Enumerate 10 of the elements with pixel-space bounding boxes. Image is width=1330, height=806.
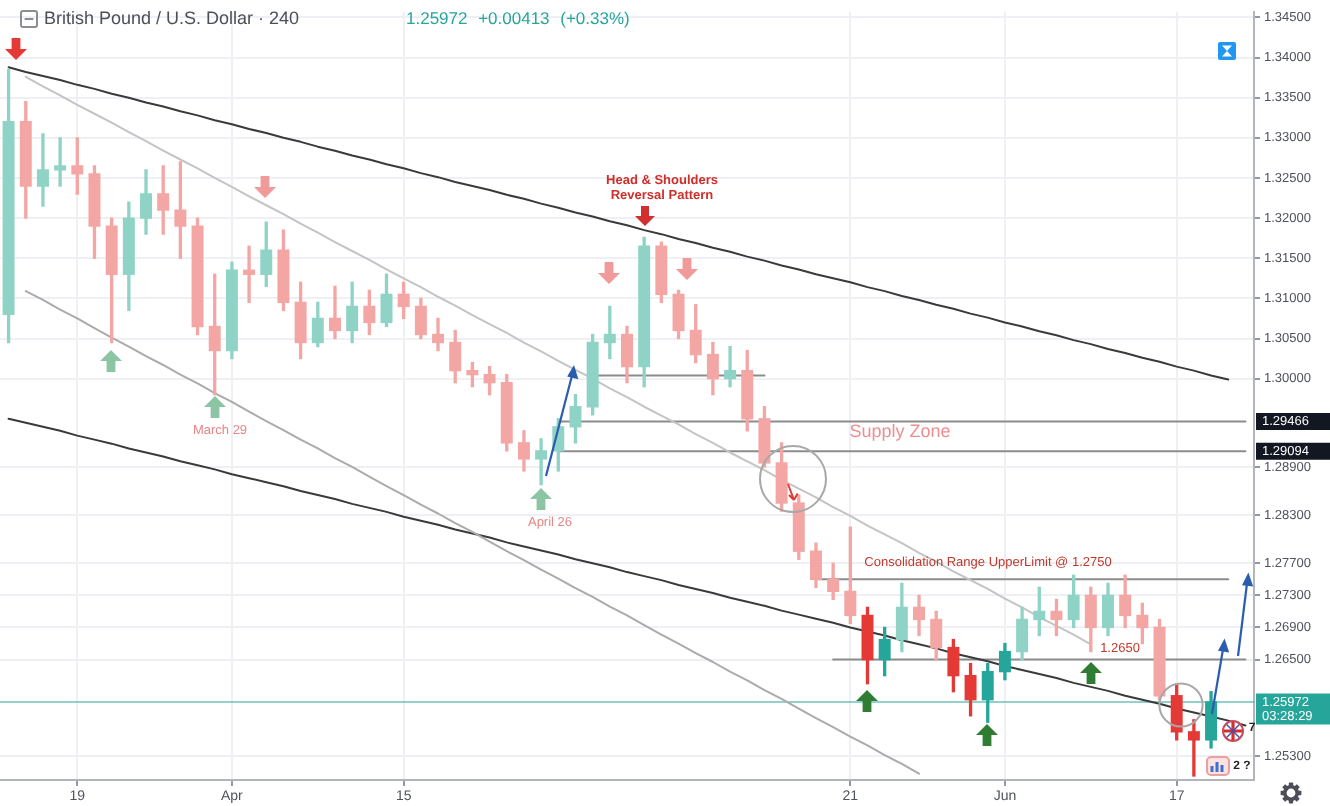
candlestick — [535, 438, 548, 486]
chart-subtitle: 1.25972 +0.00413 (+0.33%) — [406, 8, 630, 30]
chart-title: British Pound / U.S. Dollar · 240 — [44, 8, 300, 30]
candlestick — [724, 345, 737, 388]
candlestick — [243, 245, 256, 304]
candlestick — [36, 133, 49, 207]
annotation: Supply Zone — [849, 420, 951, 441]
candlestick — [54, 137, 67, 187]
candlestick — [328, 285, 341, 340]
candlestick — [1187, 719, 1200, 777]
